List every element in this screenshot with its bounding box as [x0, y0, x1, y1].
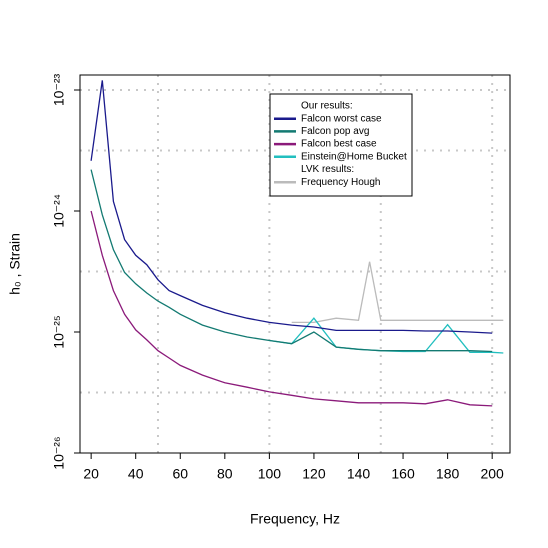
- x-tick-label: 140: [347, 466, 371, 482]
- series-line: [90, 80, 493, 334]
- x-tick-label: 120: [302, 466, 326, 482]
- x-tick-label: 40: [128, 466, 144, 482]
- series-line: [269, 317, 504, 354]
- series-line: [291, 261, 504, 324]
- x-axis-label: Frequency, Hz: [250, 511, 340, 527]
- y-tick-label: 10⁻²³: [51, 74, 67, 107]
- x-tick-label: 200: [480, 466, 504, 482]
- legend-label: Falcon worst case: [301, 113, 382, 124]
- x-tick-label: 100: [258, 466, 282, 482]
- legend-label: Frequency Hough: [301, 177, 381, 188]
- y-tick-label: 10⁻²⁶: [51, 436, 67, 469]
- legend-label: Einstein@Home Bucket: [301, 151, 407, 162]
- legend-label: Falcon pop avg: [301, 126, 369, 137]
- plot-frame: [79, 74, 511, 454]
- y-tick-label: 10⁻²⁵: [51, 315, 67, 348]
- legend-title: Our results:: [301, 101, 353, 112]
- x-tick-label: 20: [83, 466, 99, 482]
- x-tick-label: 180: [436, 466, 460, 482]
- legend-title: LVK results:: [301, 164, 354, 175]
- x-tick-label: 80: [217, 466, 233, 482]
- y-tick-label: 10⁻²⁴: [51, 194, 67, 228]
- legend-label: Falcon best case: [301, 139, 377, 150]
- series-line: [90, 169, 493, 353]
- y-axis-label: h₀ , Strain: [7, 233, 23, 295]
- x-tick-label: 60: [172, 466, 188, 482]
- series-line: [90, 210, 493, 407]
- x-tick-label: 160: [391, 466, 415, 482]
